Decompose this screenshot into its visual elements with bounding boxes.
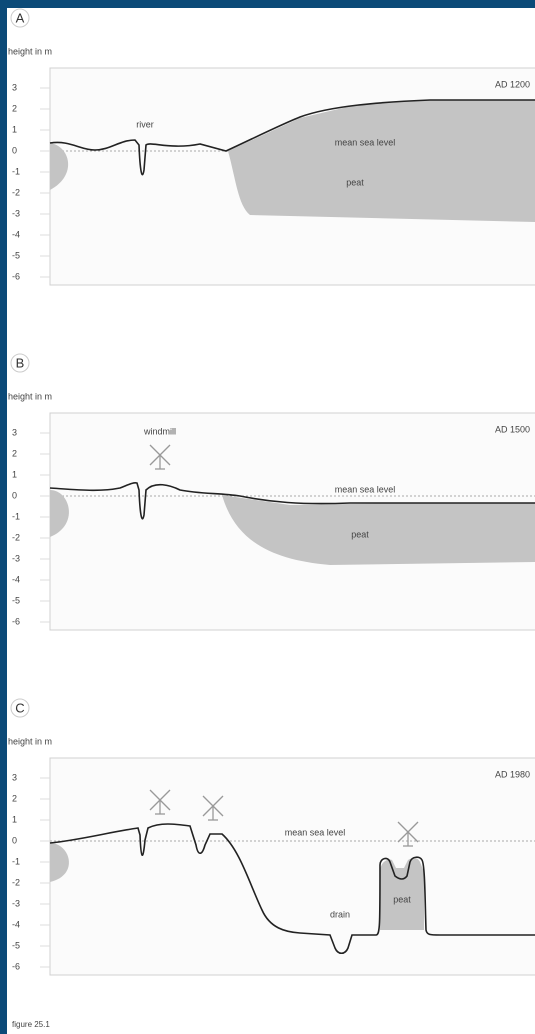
axis-title: height in m [8,46,52,56]
y-tick-label: -6 [12,616,20,626]
panel-label: A [16,10,25,25]
period-label: AD 1980 [495,769,530,779]
figure: figure 25.1 Aheight in m 3 2 1 0 -1 -2 -3 -4 -5 -6… [0,0,535,1034]
y-tick-label: -5 [12,940,20,950]
y-tick-label: 3 [12,427,17,437]
y-tick-label: -6 [12,271,20,281]
y-tick-label: -1 [12,166,20,176]
annotation: mean sea level [335,137,396,147]
y-tick-label: 3 [12,82,17,92]
y-tick-label: -5 [12,595,20,605]
y-tick-label: -2 [12,877,20,887]
y-tick-label: -1 [12,511,20,521]
annotation: mean sea level [335,484,396,494]
panel-label: B [16,355,25,370]
y-tick-label: 1 [12,814,17,824]
y-tick-label: -4 [12,919,20,929]
y-tick-label: 1 [12,124,17,134]
annotation: river [136,119,154,129]
y-tick-label: -1 [12,856,20,866]
annotation: drain [330,909,350,919]
y-tick-label: 0 [12,145,17,155]
y-tick-label: 0 [12,490,17,500]
y-tick-label: -2 [12,532,20,542]
y-tick-label: -5 [12,250,20,260]
y-tick-label: -6 [12,961,20,971]
y-tick-label: 2 [12,448,17,458]
figure-caption: figure 25.1 [12,1020,50,1029]
y-tick-label: 2 [12,103,17,113]
annotation: mean sea level [285,827,346,837]
y-tick-label: -3 [12,553,20,563]
plot-box [50,758,535,975]
annotation: peat [346,177,364,187]
annotation: windmill [143,426,176,436]
period-label: AD 1200 [495,79,530,89]
axis-title: height in m [8,391,52,401]
panel-label: C [15,700,24,715]
period-label: AD 1500 [495,424,530,434]
y-tick-label: -4 [12,574,20,584]
y-tick-label: -2 [12,187,20,197]
y-tick-label: 1 [12,469,17,479]
annotation: peat [393,894,411,904]
y-tick-label: 2 [12,793,17,803]
y-tick-label: 3 [12,772,17,782]
y-tick-label: -4 [12,229,20,239]
y-tick-label: -3 [12,898,20,908]
y-tick-label: 0 [12,835,17,845]
annotation: peat [351,529,369,539]
page: figure 25.1 Aheight in m 3 2 1 0 -1 -2 -3 -4 -5 -6… [0,0,535,1034]
y-tick-label: -3 [12,208,20,218]
axis-title: height in m [8,736,52,746]
